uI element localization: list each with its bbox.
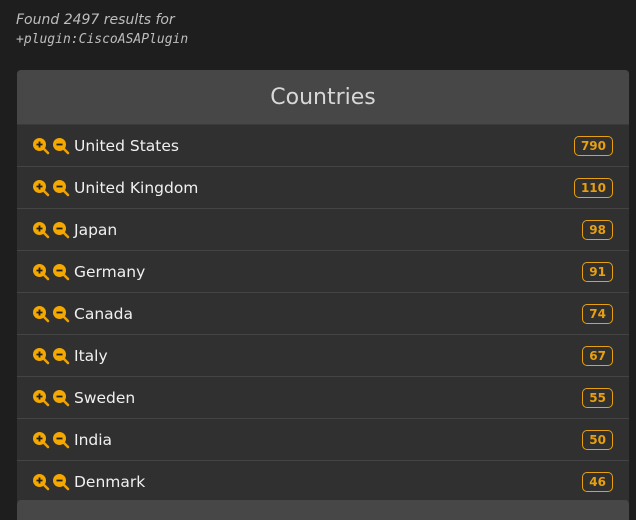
zoom-out-icon[interactable] [52, 221, 70, 239]
zoom-out-icon[interactable] [52, 431, 70, 449]
zoom-in-icon[interactable] [32, 473, 50, 491]
zoom-in-icon[interactable] [32, 431, 50, 449]
count-badge: 67 [582, 345, 613, 366]
zoom-out-icon[interactable] [52, 305, 70, 323]
country-name[interactable]: Italy [74, 346, 108, 365]
zoom-out-icon[interactable] [52, 347, 70, 365]
count-badge: 46 [582, 471, 613, 492]
country-name[interactable]: India [74, 430, 113, 449]
country-row: Canada 74 [17, 293, 629, 335]
zoom-in-icon[interactable] [32, 137, 50, 155]
country-name[interactable]: United States [74, 136, 179, 155]
count-badge: 110 [573, 177, 613, 198]
country-row: Japan 98 [17, 209, 629, 251]
count-badge: 91 [582, 261, 613, 282]
panel-title: Countries [17, 70, 629, 125]
country-row: United States 790 [17, 125, 629, 167]
countries-panel: Countries United States 790 United Kingdom… [17, 70, 629, 502]
zoom-out-icon[interactable] [52, 137, 70, 155]
zoom-in-icon[interactable] [32, 179, 50, 197]
zoom-in-icon[interactable] [32, 221, 50, 239]
country-row: Italy 67 [17, 335, 629, 377]
count-badge: 98 [582, 219, 613, 240]
count-badge: 74 [582, 303, 613, 324]
zoom-in-icon[interactable] [32, 389, 50, 407]
country-name[interactable]: Denmark [74, 472, 146, 491]
zoom-out-icon[interactable] [52, 263, 70, 281]
country-row: Germany 91 [17, 251, 629, 293]
country-name[interactable]: Sweden [74, 388, 136, 407]
count-badge: 50 [582, 429, 613, 450]
country-row: India 50 [17, 419, 629, 461]
search-query: +plugin:CiscoASAPlugin [16, 32, 189, 47]
country-row: Sweden 55 [17, 377, 629, 419]
zoom-out-icon[interactable] [52, 389, 70, 407]
country-name[interactable]: Japan [74, 220, 118, 239]
country-name[interactable]: Canada [74, 304, 133, 323]
zoom-out-icon[interactable] [52, 473, 70, 491]
zoom-in-icon[interactable] [32, 263, 50, 281]
count-badge: 55 [582, 387, 613, 408]
zoom-in-icon[interactable] [32, 347, 50, 365]
zoom-in-icon[interactable] [32, 305, 50, 323]
next-panel [17, 500, 629, 520]
country-name[interactable]: Germany [74, 262, 146, 281]
count-badge: 790 [573, 135, 613, 156]
results-count-text: Found 2497 results for [16, 12, 175, 28]
zoom-out-icon[interactable] [52, 179, 70, 197]
country-row: Denmark 46 [17, 461, 629, 502]
country-row: United Kingdom 110 [17, 167, 629, 209]
country-name[interactable]: United Kingdom [74, 178, 199, 197]
results-summary: Found 2497 results for +plugin:CiscoASAP… [16, 10, 188, 50]
